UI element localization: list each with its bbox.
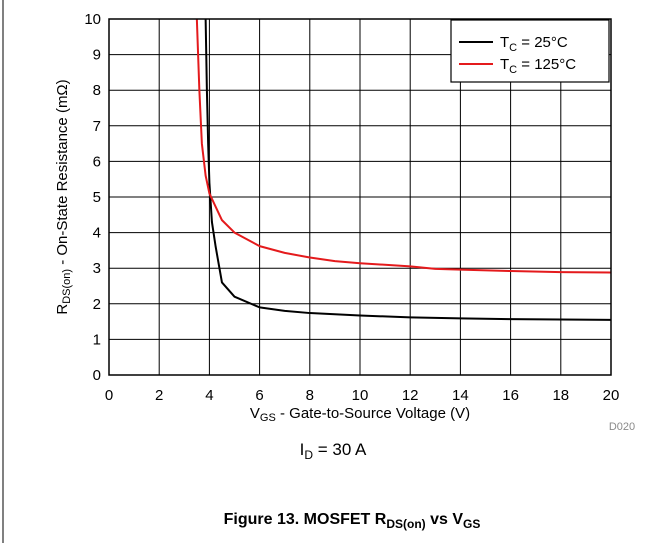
y-tick-label-2: 2: [93, 296, 101, 313]
series-line-1: [195, 18, 612, 274]
x-tick-label-12: 12: [402, 387, 419, 404]
test-condition: ID = 30 A: [300, 440, 367, 462]
legend-entry-25c: TC = 25°C: [500, 34, 568, 54]
x-tick-label-0: 0: [105, 387, 113, 404]
x-tick-label-14: 14: [452, 387, 469, 404]
y-tick-label-8: 8: [93, 82, 101, 99]
x-axis-label: VGS - Gate-to-Source Voltage (V): [250, 405, 470, 424]
x-tick-labels: 0 2 4 6 8 10 12 14 16 18 20: [105, 387, 620, 404]
x-tick-label-4: 4: [205, 387, 213, 404]
x-tick-label-18: 18: [552, 387, 569, 404]
figure-id: D020: [609, 421, 635, 433]
y-tick-label-9: 9: [93, 47, 101, 64]
y-tick-label-10: 10: [84, 11, 101, 28]
x-tick-label-10: 10: [352, 387, 369, 404]
y-tick-label-3: 3: [93, 260, 101, 277]
y-tick-label-1: 1: [93, 331, 101, 348]
plot-border: [108, 18, 612, 376]
series-line-0: [204, 18, 612, 321]
y-tick-label-7: 7: [93, 118, 101, 135]
x-tick-label-6: 6: [255, 387, 263, 404]
x-tick-label-20: 20: [603, 387, 620, 404]
figure-caption: Figure 13. MOSFET RDS(on) vs VGS: [224, 511, 481, 531]
x-tick-label-2: 2: [155, 387, 163, 404]
y-tick-label-4: 4: [93, 225, 101, 242]
y-tick-label-6: 6: [93, 153, 101, 170]
y-tick-label-5: 5: [93, 189, 101, 206]
x-tick-label-16: 16: [502, 387, 519, 404]
legend-entry-125c: TC = 125°C: [500, 56, 576, 76]
y-axis-label: RDS(on) - On-State Resistance (mΩ): [54, 79, 73, 314]
legend-box: [450, 19, 610, 83]
legend: TC = 25°C TC = 125°C: [450, 19, 610, 83]
y-tick-label-0: 0: [93, 367, 101, 384]
x-tick-label-8: 8: [306, 387, 314, 404]
series-group: [195, 18, 612, 321]
y-tick-labels: 0 1 2 3 4 5 6 7 8 9 10: [84, 11, 101, 384]
